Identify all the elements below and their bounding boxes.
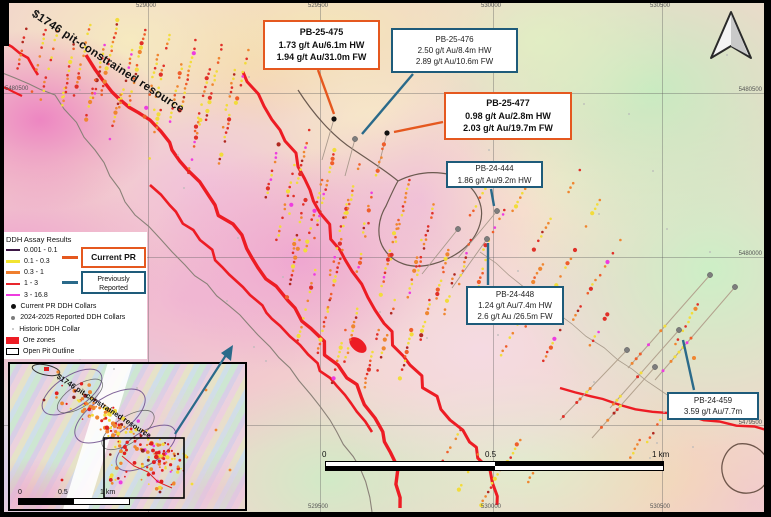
previously-reported-label-box: Previously Reported [81,271,146,294]
frame-corner [0,0,9,46]
callout-PB-25-475: PB-25-475 1.73 g/t Au/6.1m HW 1.94 g/t Au/… [263,20,380,70]
current-pr-label-box: Current PR [81,247,146,268]
legend-item: Open Pit Outline [6,347,74,357]
legend-item: 3 - 16.8 [6,290,48,300]
callout-PB-24-444: PB-24-444 1.86 g/t Au/9.2m HW [446,161,543,188]
legend-item: Ore zones [6,335,55,345]
legend-item: Current PR DDH Collars [6,302,96,312]
legend-title: DDH Assay Results [6,235,72,244]
frame-bottom [0,512,771,517]
legend-item: 0.1 - 0.3 [6,256,50,266]
frame-top [0,0,771,3]
scale-end: 1 km [652,450,670,459]
legend-item: 0.3 - 1 [6,268,44,278]
previously-reported-line-swatch [62,281,78,284]
legend-item: 0.001 - 0.1 [6,245,57,255]
legend-item: 1 - 3 [6,279,38,289]
frame-left [0,0,4,517]
callout-PB-24-459: PB-24-459 3.59 g/t Au/7.7m [667,392,759,420]
legend: DDH Assay Results 0.001 - 0.1 0.1 - 0.3 0.… [2,232,147,359]
frame-right [764,0,771,517]
legend-item: 2024-2025 Reported DDH Collars [6,313,125,323]
north-arrow-icon [710,11,752,59]
callout-PB-25-477: PB-25-477 0.98 g/t Au/2.8m HW 2.03 g/t Au/… [444,92,572,140]
callout-PB-25-476: PB-25-476 2.50 g/t Au/8.4m HW 2.89 g/t Au/… [391,28,518,73]
callout-PB-24-448: PB-24-448 1.24 g/t Au/7.4m HW 2.6 g/t Au /… [466,286,564,325]
current-pr-line-swatch [62,256,78,259]
legend-item: Historic DDH Collar [6,324,80,334]
